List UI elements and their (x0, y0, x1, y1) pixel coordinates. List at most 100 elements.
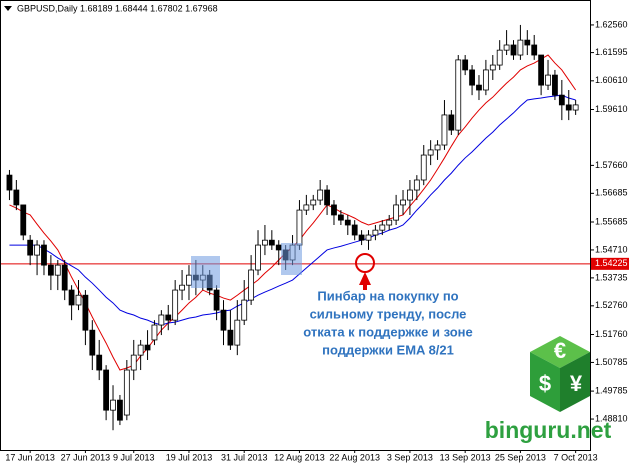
y-tick-label: 1.60610 (595, 75, 628, 85)
highlight-box (281, 243, 302, 275)
candle-body (96, 354, 103, 371)
arrow (359, 272, 371, 290)
candle-body (524, 39, 531, 46)
candle-body (172, 289, 179, 321)
candle-body (572, 104, 579, 111)
candle-body (310, 199, 317, 206)
candle-body (27, 239, 34, 256)
candle-body (241, 299, 248, 321)
candle-body (103, 369, 110, 411)
logo-left (530, 352, 560, 412)
plot (0, 24, 591, 431)
y-tick-label: 1.51760 (595, 329, 628, 339)
y-tick-label: 1.54710 (595, 244, 628, 254)
candle-body (262, 239, 268, 246)
y-tick-label: 1.55685 (595, 216, 628, 226)
candle-body (296, 209, 303, 246)
candle-body (344, 219, 351, 226)
logo: € $ ¥ (530, 336, 590, 412)
annotation-line: поддержки EMA 8/21 (322, 342, 454, 357)
x-tick-label: 22 Aug 2013 (329, 452, 380, 462)
candle-body (89, 329, 96, 356)
y-tick-label: 1.53735 (595, 272, 628, 282)
candle-body (358, 234, 365, 241)
level-label-box (591, 257, 629, 270)
candle-body (489, 64, 496, 71)
annotation-line: отката к поддержке и зоне (303, 324, 473, 339)
candle-body (151, 324, 158, 341)
candle-body (448, 114, 455, 131)
candle-body (303, 204, 310, 211)
y-tick-label: 1.50785 (595, 357, 628, 367)
candle-body (13, 189, 20, 206)
candle-body (337, 214, 344, 221)
candle-body (531, 44, 538, 56)
annotation-line: Пинбар на покупку по (317, 288, 458, 303)
candle-body (482, 69, 489, 91)
ema-line (9, 94, 576, 326)
candle-body (407, 189, 413, 201)
annotation-line: сильному тренду, после (310, 306, 467, 321)
y-tick-label: 1.52760 (595, 300, 628, 310)
level-label: 1.54225 (595, 258, 628, 268)
x-tick-label: 13 Sep 2013 (440, 452, 491, 462)
candle-body (476, 84, 482, 91)
candle-body (517, 39, 524, 56)
x-tick-label: 17 Jun 2013 (5, 452, 55, 462)
candle-body (34, 244, 40, 256)
candle-body (413, 179, 420, 191)
logo-symbol: $ (539, 371, 551, 396)
candle-body (158, 314, 165, 326)
candle-body (275, 244, 282, 251)
candle-body (41, 244, 47, 266)
candle-body (331, 204, 337, 216)
candle-body (379, 224, 386, 231)
x-tick-label: 9 Jul 2013 (113, 452, 155, 462)
candle-body (400, 199, 406, 206)
logo-right (560, 352, 590, 412)
candle-body (47, 264, 54, 276)
candle-body (510, 44, 517, 56)
candle-body (82, 294, 89, 331)
candle-body (213, 289, 220, 311)
y-tick-label: 1.56685 (595, 188, 628, 198)
candle-body (317, 189, 324, 201)
candle-body (420, 154, 427, 181)
candle-body (455, 59, 462, 131)
candle-body (386, 219, 393, 226)
y-tick-label: 1.59610 (595, 104, 628, 114)
highlight-box (191, 256, 220, 288)
candle-body (54, 264, 61, 276)
y-tick-label: 1.62560 (595, 19, 628, 29)
candle-body (227, 329, 234, 346)
candle-body (110, 399, 116, 411)
candle-body (565, 104, 572, 111)
x-tick-label: 25 Sep 2013 (495, 452, 546, 462)
candle-body (393, 204, 400, 221)
candle-body (434, 144, 441, 151)
candle-body (20, 204, 27, 236)
chart-title: GBPUSD,Daily 1.68189 1.68444 1.67802 1.6… (17, 3, 218, 13)
candle-body (462, 59, 469, 71)
logo-symbol: ¥ (570, 371, 583, 396)
plot-frame (0, 0, 591, 451)
candle-body (137, 344, 144, 356)
candle-body (324, 189, 330, 206)
annotation: Пинбар на покупку по сильному тренду, по… (303, 288, 473, 357)
candle-body (61, 264, 68, 291)
candle-body (255, 244, 261, 271)
candle-body (351, 224, 358, 236)
candle-body (268, 239, 275, 246)
candle-body (469, 69, 475, 86)
candle-body (365, 234, 372, 241)
candle-body (248, 269, 255, 301)
y-tick-label: 1.49785 (595, 385, 628, 395)
candle-body (427, 149, 434, 156)
candle-body (220, 309, 227, 331)
candle-body (144, 344, 151, 351)
candle-body (234, 319, 241, 346)
candle-body (123, 369, 130, 416)
x-tick-label: 19 Jul 2013 (166, 452, 213, 462)
logo-symbol: € (554, 338, 566, 363)
